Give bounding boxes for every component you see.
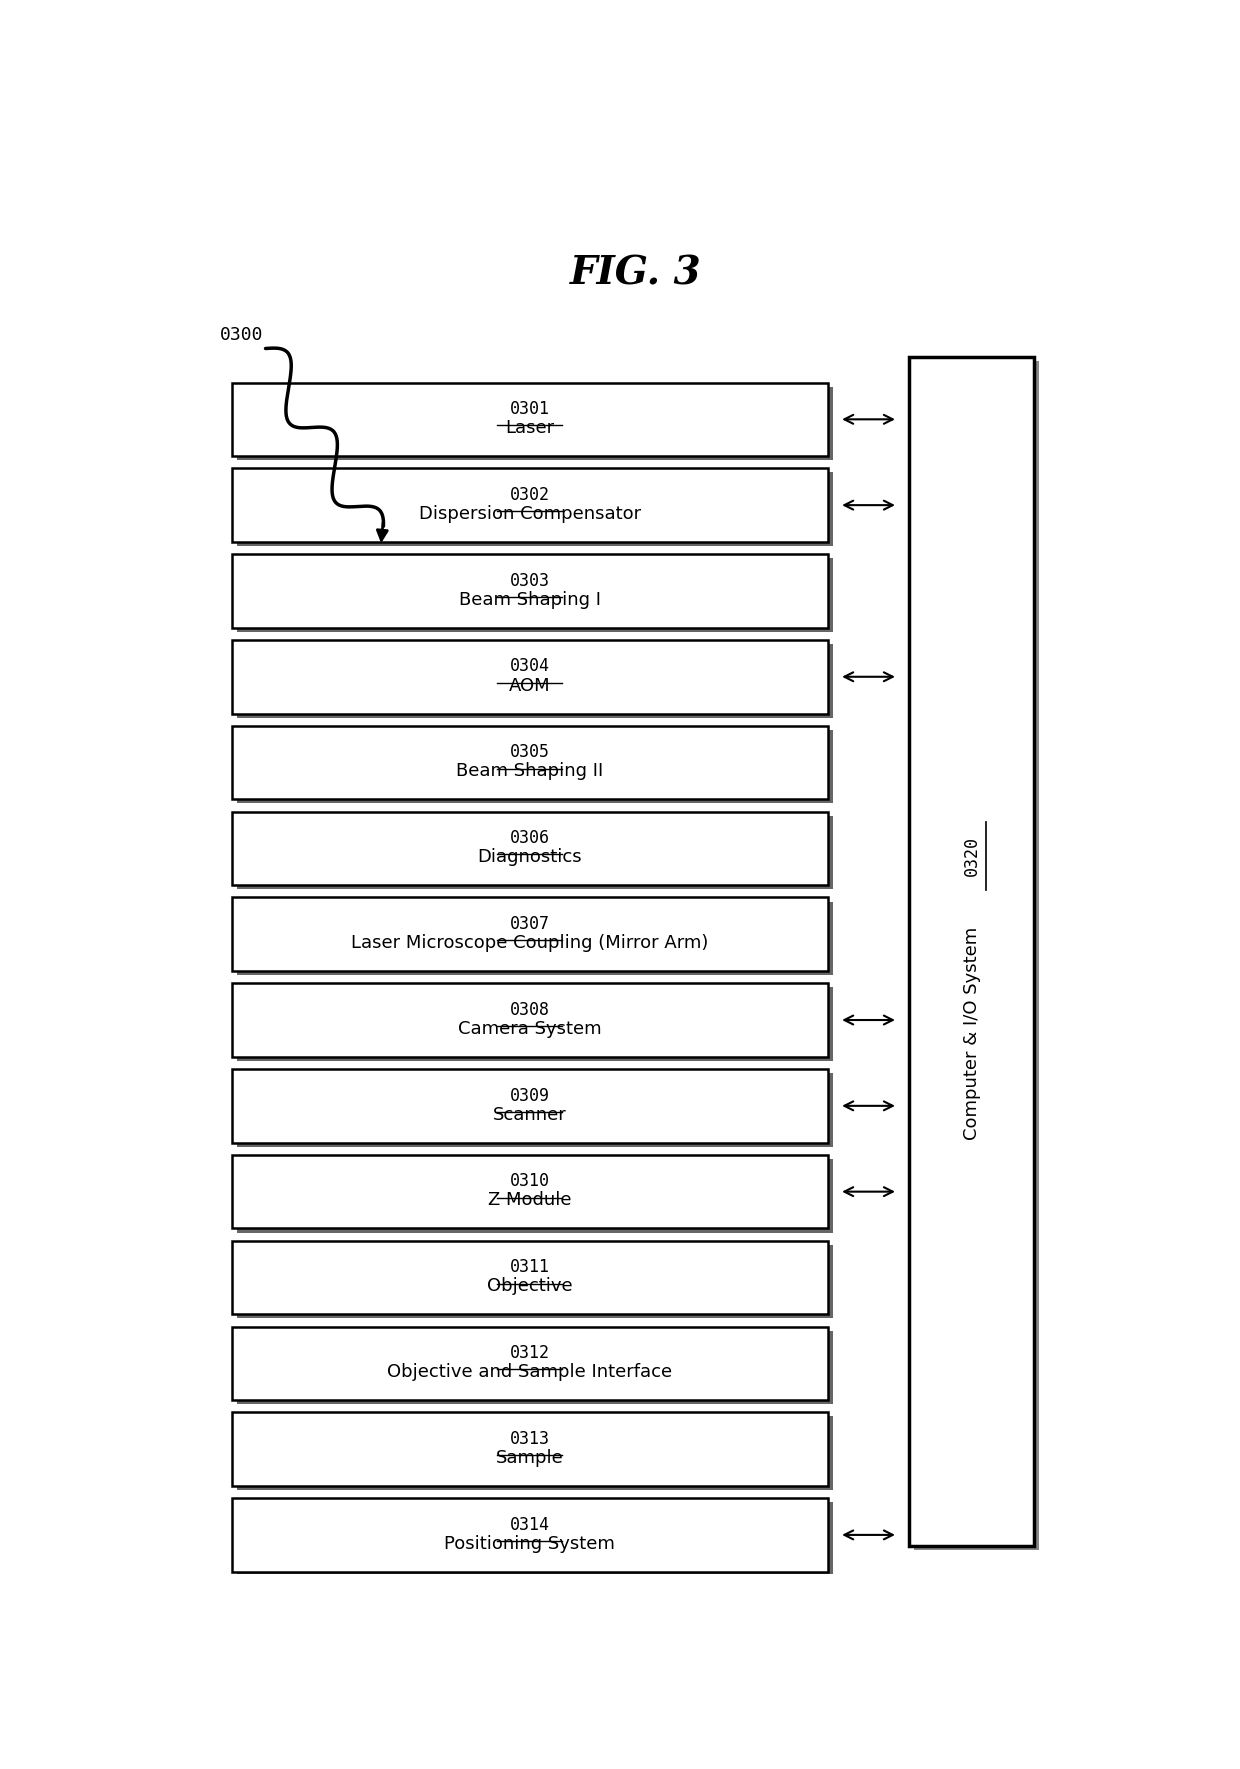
Text: 0307: 0307	[510, 915, 549, 932]
Text: 0302: 0302	[510, 486, 549, 504]
Text: 0313: 0313	[510, 1429, 549, 1447]
Text: 0310: 0310	[510, 1173, 549, 1191]
Bar	[237, 1502, 832, 1576]
Bar	[232, 382, 828, 456]
Bar	[237, 1245, 832, 1318]
Bar	[232, 984, 828, 1056]
Text: Objective: Objective	[487, 1277, 573, 1295]
Text: 0301: 0301	[510, 400, 549, 417]
Bar	[232, 725, 828, 800]
Text: Z Module: Z Module	[489, 1192, 572, 1210]
Text: 0303: 0303	[510, 571, 549, 589]
Bar	[237, 731, 832, 803]
Text: 0306: 0306	[510, 830, 549, 847]
Text: 0320: 0320	[962, 837, 981, 876]
Bar	[232, 1498, 828, 1571]
Bar	[232, 1155, 828, 1228]
Text: Beam Shaping I: Beam Shaping I	[459, 591, 601, 609]
Bar	[237, 1074, 832, 1146]
Bar	[237, 816, 832, 890]
Bar	[237, 387, 832, 460]
Bar	[232, 640, 828, 713]
Text: Diagnostics: Diagnostics	[477, 847, 582, 867]
Text: 0308: 0308	[510, 1001, 549, 1019]
Text: 0304: 0304	[510, 658, 549, 676]
Text: 0311: 0311	[510, 1258, 549, 1275]
Text: Computer & I/O System: Computer & I/O System	[962, 927, 981, 1139]
Text: 0309: 0309	[510, 1086, 549, 1104]
Bar	[237, 644, 832, 718]
Text: FIG. 3: FIG. 3	[569, 255, 702, 292]
Text: Objective and Sample Interface: Objective and Sample Interface	[387, 1364, 672, 1382]
Bar	[237, 902, 832, 975]
Bar	[237, 1159, 832, 1233]
Text: Sample: Sample	[496, 1449, 564, 1467]
Bar	[237, 1417, 832, 1489]
Bar	[914, 361, 1039, 1550]
Text: AOM: AOM	[508, 676, 551, 695]
Bar	[232, 554, 828, 628]
Bar	[237, 1330, 832, 1405]
Bar	[232, 1412, 828, 1486]
Text: Dispersion Compensator: Dispersion Compensator	[419, 504, 641, 524]
Bar	[237, 559, 832, 632]
Text: Laser Microscope Coupling (Mirror Arm): Laser Microscope Coupling (Mirror Arm)	[351, 934, 708, 952]
Text: Laser: Laser	[505, 419, 554, 437]
Bar	[232, 1240, 828, 1314]
Bar	[232, 897, 828, 971]
Bar	[232, 1327, 828, 1399]
Bar	[237, 472, 832, 547]
Text: Beam Shaping II: Beam Shaping II	[456, 762, 604, 780]
Text: Positioning System: Positioning System	[444, 1535, 615, 1553]
Bar	[232, 812, 828, 884]
Bar	[232, 1068, 828, 1143]
Bar	[232, 469, 828, 541]
Bar	[909, 357, 1034, 1546]
Text: 0314: 0314	[510, 1516, 549, 1534]
Text: 0312: 0312	[510, 1344, 549, 1362]
Text: 0300: 0300	[221, 325, 264, 343]
Text: 0305: 0305	[510, 743, 549, 761]
Text: Scanner: Scanner	[494, 1106, 567, 1123]
Bar	[237, 987, 832, 1061]
Text: Camera System: Camera System	[458, 1021, 601, 1038]
